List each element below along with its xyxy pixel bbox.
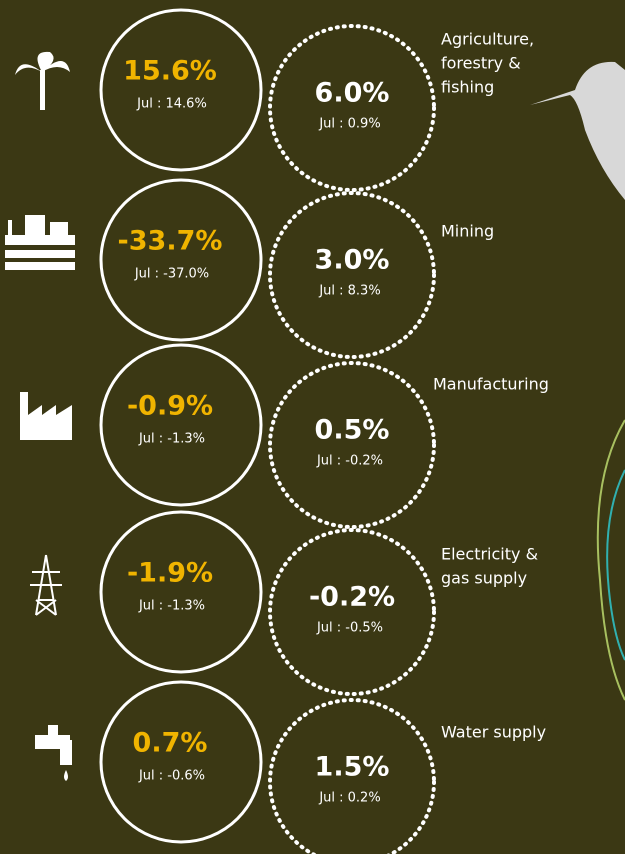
current-value: -0.9%: [127, 391, 213, 422]
current-previous: Jul : -37.0%: [134, 267, 209, 282]
current-value: 0.7%: [133, 728, 208, 759]
sector-label: forestry &: [441, 54, 521, 73]
other-previous: Jul : -0.5%: [316, 621, 383, 636]
other-previous: Jul : 0.9%: [318, 117, 380, 132]
other-previous: Jul : 0.2%: [318, 791, 380, 806]
current-previous: Jul : -1.3%: [138, 599, 205, 614]
sector-label: Water supply: [441, 723, 546, 742]
current-previous: Jul : 14.6%: [136, 97, 207, 112]
sector-label: Electricity &: [441, 545, 538, 564]
other-value: 6.0%: [315, 78, 390, 109]
other-value: 0.5%: [315, 415, 390, 446]
other-previous: Jul : -0.2%: [316, 454, 383, 469]
sector-label: fishing: [441, 78, 494, 97]
other-value: 1.5%: [315, 752, 390, 783]
sector-label: gas supply: [441, 569, 527, 588]
other-value: 3.0%: [315, 245, 390, 276]
infographic: 15.6% Jul : 14.6% 6.0% Jul : 0.9% Agricultur…: [0, 0, 625, 854]
current-value: -33.7%: [118, 226, 223, 257]
current-previous: Jul : -0.6%: [138, 769, 205, 784]
sector-label: Agriculture,: [441, 30, 534, 49]
sector-label: Mining: [441, 222, 494, 241]
sector-label: Manufacturing: [433, 375, 549, 394]
current-value: 15.6%: [123, 56, 217, 87]
other-value: -0.2%: [309, 582, 395, 613]
other-previous: Jul : 8.3%: [318, 284, 380, 299]
current-previous: Jul : -1.3%: [138, 432, 205, 447]
current-value: -1.9%: [127, 558, 213, 589]
